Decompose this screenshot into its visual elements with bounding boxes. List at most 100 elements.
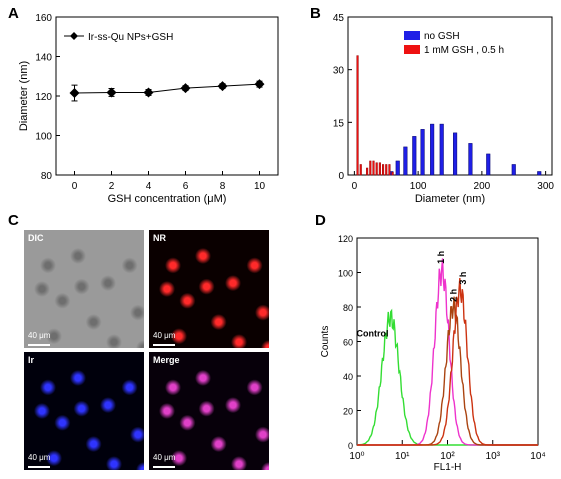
chart-b-histogram: 0 100 200 300 0 15 30 45 Diameter (nm) no GSH 1 mM… [333, 13, 555, 205]
legend-marker [70, 32, 78, 40]
histogram-bar [359, 164, 362, 176]
micrograph-merge: Merge 40 μm [149, 352, 269, 470]
data-point [180, 83, 191, 94]
histogram-bar [385, 164, 388, 176]
scale-bar-label: 40 μm [28, 453, 51, 462]
x-tick-label: 2 [109, 181, 115, 192]
histogram-bar [369, 160, 372, 176]
histogram-bar [430, 123, 435, 176]
y-axis-label: Diameter (nm) [18, 61, 30, 131]
annotation-3h: 3 h [458, 272, 468, 285]
histogram-bar [403, 146, 408, 176]
micrograph-nr: NR 40 μm [149, 230, 269, 348]
y-tick-label: 140 [35, 53, 52, 64]
y-tick-label: 0 [348, 441, 353, 451]
scale-bar [153, 466, 175, 468]
y-axis-label: Counts [320, 326, 331, 358]
legend-label: Ir-ss-Qu NPs+GSH [88, 32, 173, 43]
y-tick-label: 20 [343, 407, 353, 417]
histogram-bar [356, 55, 359, 176]
legend-swatch [404, 45, 420, 54]
y-tick-label: 80 [343, 303, 353, 313]
x-tick-label: 4 [146, 181, 152, 192]
histogram-bar [366, 167, 369, 176]
scale-bar-label: 40 μm [153, 453, 176, 462]
scale-bar-label: 40 μm [28, 331, 51, 340]
y-tick-label: 120 [338, 234, 353, 244]
scale-bar [28, 344, 50, 346]
micrograph-ir: Ir 40 μm [24, 352, 144, 470]
x-tick-label: 6 [183, 181, 189, 192]
x-tick-label: 100 [410, 181, 427, 192]
x-tick-label: 10⁰ [349, 451, 364, 462]
data-point [254, 79, 265, 90]
x-tick-label: 10⁴ [530, 451, 545, 462]
histogram-bar [439, 123, 444, 176]
x-tick-label: 10³ [486, 451, 501, 462]
chart-a-line: 0 2 4 6 8 10 80 100 120 140 160 GSH concentration (… [18, 13, 279, 205]
histogram-bar [372, 160, 375, 176]
panel-label-c: C [8, 212, 19, 229]
chart-d-flow-cytometry: 10⁰ 10¹ 10² 10³ 10⁴ 0 20 40 60 80 100 120 FL1-H Count… [320, 234, 546, 473]
histogram-bar [486, 153, 491, 176]
y-tick-label: 100 [338, 269, 353, 279]
data-point [69, 88, 80, 99]
x-tick-label: 8 [220, 181, 226, 192]
histogram-curve [357, 277, 538, 446]
histogram-bar [412, 136, 417, 176]
histogram-bar [382, 164, 385, 176]
panel-label-b: B [310, 5, 321, 22]
y-tick-label: 40 [343, 372, 353, 382]
x-tick-label: 10² [440, 451, 455, 462]
histogram-bar [395, 160, 400, 176]
y-tick-label: 15 [333, 118, 345, 129]
histogram-bar [378, 162, 381, 176]
legend-swatch [404, 31, 420, 40]
y-tick-label: 80 [41, 171, 53, 182]
annotation-2h: 2 h [448, 289, 458, 302]
y-tick-label: 160 [35, 13, 52, 24]
data-point [106, 87, 117, 98]
scale-bar [28, 466, 50, 468]
scale-bar-label: 40 μm [153, 331, 176, 340]
histogram-bar [388, 164, 391, 176]
y-tick-label: 30 [333, 66, 345, 77]
histogram-bar [391, 171, 394, 176]
data-point [143, 87, 154, 98]
annotation-control: Control [357, 328, 389, 338]
panel-label-a: A [8, 5, 19, 22]
micrograph-label: DIC [28, 233, 44, 243]
annotation-1h: 1 h [436, 251, 446, 264]
x-tick-label: 200 [474, 181, 491, 192]
histogram-bar [537, 171, 542, 176]
histogram-bar [453, 132, 458, 176]
x-axis-label: FL1-H [434, 462, 462, 473]
x-axis-label: Diameter (nm) [415, 193, 485, 205]
x-tick-label: 0 [352, 181, 358, 192]
x-axis-label: GSH concentration (μM) [108, 193, 227, 205]
data-point [217, 81, 228, 92]
scale-bar [153, 344, 175, 346]
panel-label-d: D [315, 212, 326, 229]
y-tick-label: 45 [333, 13, 345, 24]
legend-label: no GSH [424, 31, 460, 42]
series-line [74, 83, 260, 94]
micrograph-label: Merge [153, 355, 180, 365]
x-tick-label: 10¹ [395, 451, 410, 462]
plot-frame [347, 16, 553, 176]
histogram-bar [420, 129, 425, 176]
y-tick-label: 60 [343, 338, 353, 348]
micrograph-label: NR [153, 233, 166, 243]
x-tick-label: 0 [72, 181, 78, 192]
y-tick-label: 120 [35, 92, 52, 103]
y-tick-label: 0 [338, 171, 344, 182]
histogram-bar [375, 162, 378, 176]
legend-label: 1 mM GSH , 0.5 h [424, 45, 504, 56]
y-tick-label: 100 [35, 132, 52, 143]
x-tick-label: 10 [254, 181, 266, 192]
x-tick-label: 300 [537, 181, 554, 192]
histogram-bar [468, 143, 473, 176]
histogram-bar [511, 164, 516, 176]
micrograph-dic: DIC 40 μm [24, 230, 144, 348]
micrograph-label: Ir [28, 355, 35, 365]
